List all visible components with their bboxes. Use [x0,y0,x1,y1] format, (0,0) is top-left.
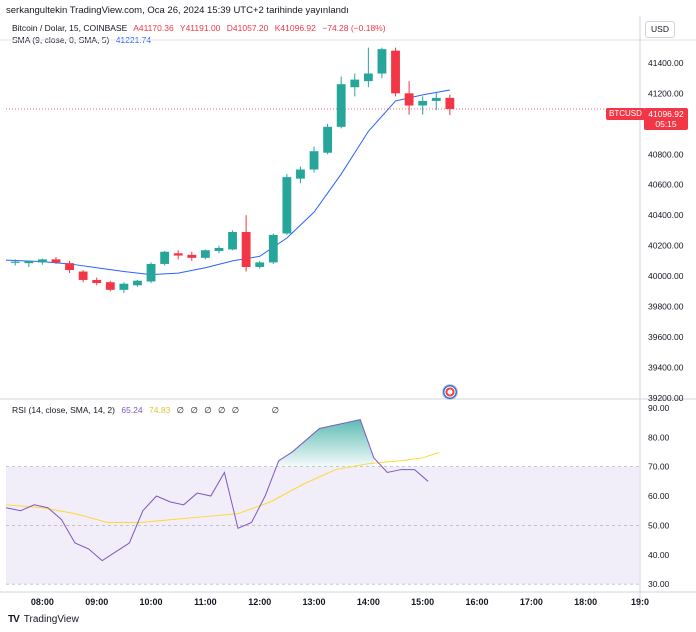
candle-body [363,73,373,82]
candle-body [200,250,210,258]
candle-body [37,259,47,263]
rsi-empty-6: ∅ [271,405,279,415]
time-tick-label: 09:00 [85,597,108,607]
last-price-label: 41096.92 05:15 [644,108,688,130]
candle-body [391,50,400,94]
rsi-empty-5: ∅ [231,405,240,415]
price-tick-label: 39800.00 [648,302,684,312]
candle-countdown: 05:15 [655,119,677,129]
price-tick-label: 40200.00 [648,241,684,251]
price-tick-label: 40800.00 [648,149,684,159]
price-tick-label: 39600.00 [648,332,684,342]
rsi-tick-label: 70.00 [648,462,670,472]
candle-body [146,263,156,282]
time-tick-label: 11:00 [194,597,217,607]
time-tick-label: 14:00 [357,597,380,607]
rsi-tick-label: 50.00 [648,520,670,530]
close-value: K41096.92 [274,23,316,33]
rsi-label[interactable]: RSI (14, close, SMA, 14, 2) [12,405,115,415]
rsi-ma-line [5,452,440,523]
candle-body [323,126,333,153]
candle-body [336,84,346,127]
time-tick-label: 19:0 [631,597,649,607]
symbol-label[interactable]: Bitcoin / Dolar, 15, COINBASE [12,23,128,33]
candle-body [282,177,292,234]
currency-button[interactable]: USD [645,21,675,38]
price-tick-label: 39200.00 [648,393,684,403]
time-tick-label: 17:00 [520,597,543,607]
rsi-band [6,466,640,585]
price-tick-label: 41200.00 [648,88,684,98]
time-tick-label: 13:00 [303,597,326,607]
time-tick-label: 10:00 [140,597,163,607]
last-price-value: 41096.92 [648,109,684,119]
rsi-empty-2: ∅ [190,405,198,415]
candle-body [92,279,102,283]
rsi-tick-label: 40.00 [648,550,670,560]
candle-body [119,283,129,290]
sma-line [5,89,450,276]
rsi-tick-label: 60.00 [648,491,670,501]
price-tick-label: 40400.00 [648,210,684,220]
candle-body [255,262,265,267]
us-flag-icon[interactable] [442,384,458,400]
candle-body [268,234,278,263]
rsi-value: 65.24 [121,405,143,415]
time-tick-label: 16:00 [466,597,489,607]
attribution: serkangultekin TradingView.com, Oca 26, … [6,5,349,16]
rsi-overbought-fill [278,419,374,467]
candle-body [445,97,455,110]
price-tick-label: 39400.00 [648,363,684,373]
high-value: Y41191.00 [179,23,221,33]
time-tick-label: 18:00 [574,597,597,607]
rsi-empty-1: ∅ [176,405,185,415]
tradingview-logo-icon[interactable]: TV [8,614,20,625]
change-value: −74.28 (−0.18%) [322,23,386,33]
candle-body [160,251,170,264]
price-tick-label: 40000.00 [648,271,684,281]
open-value: A41170.36 [133,23,174,33]
time-tick-label: 08:00 [31,597,54,607]
footer-brand: TradingView [23,614,79,625]
candle-body [65,263,74,271]
candle-body [105,282,115,290]
footer: TV TradingView [8,614,79,625]
candle-body [404,93,414,106]
low-value: D41057.20 [226,23,269,33]
candle-body [350,79,360,88]
candle-body [296,169,305,179]
rsi-legend: RSI (14, close, SMA, 14, 2) 65.24 74.83 … [12,405,283,416]
candle-body [10,261,20,263]
rsi-tick-label: 90.00 [648,403,670,413]
price-tick-label: 41400.00 [648,58,684,68]
price-tick-label: 40600.00 [648,180,684,190]
candle-body [187,254,197,258]
symbol-price-tag: BTCUSD [606,108,645,120]
rsi-tick-label: 80.00 [648,432,670,442]
rsi-empty-4: ∅ [218,405,226,415]
candle-body [228,231,237,250]
rsi-tick-label: 30.00 [648,579,670,589]
candle-body [418,100,428,106]
candle-body [214,247,224,251]
rsi-empty-3: ∅ [204,405,212,415]
rsi-line [5,419,429,562]
candle-body [377,49,387,74]
candle-body [431,97,441,101]
candle-body [173,253,183,256]
candle-body [24,260,34,264]
candle-body [241,231,251,267]
time-tick-label: 12:00 [248,597,271,607]
candle-body [133,280,142,286]
rsi-ma-value: 74.83 [149,405,171,415]
time-tick-label: 15:00 [411,597,434,607]
candle-body [51,259,61,263]
candle-body [78,271,88,280]
candle-body [309,151,319,170]
ohlc-legend: Bitcoin / Dolar, 15, COINBASE A41170.36 … [12,23,390,33]
